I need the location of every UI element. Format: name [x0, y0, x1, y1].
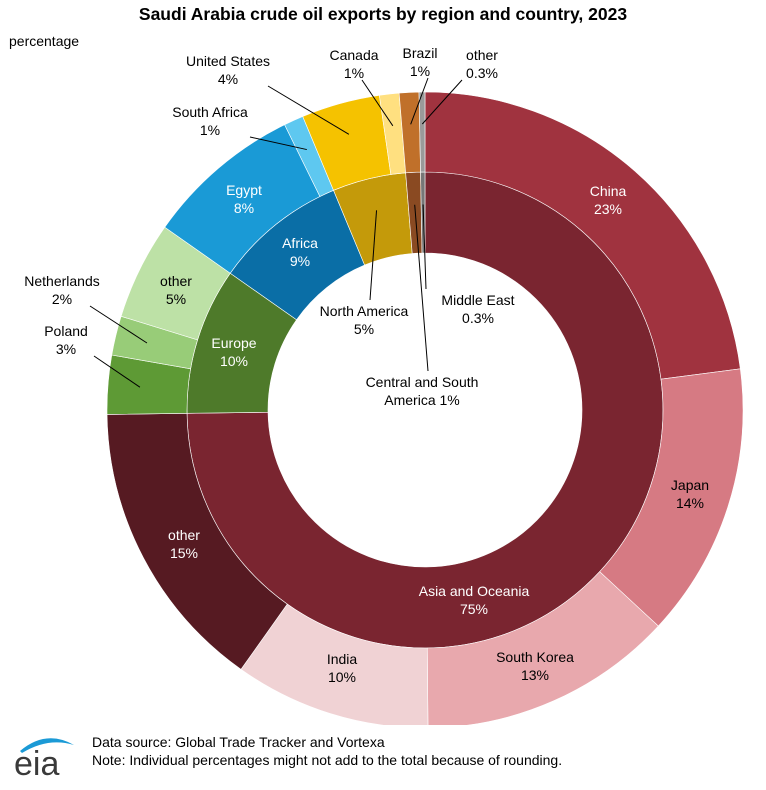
outer-label-7-other: other 5%	[160, 273, 192, 307]
chart-title: Saudi Arabia crude oil exports by region…	[138, 4, 628, 24]
outer-slice-2-south-korea	[426, 571, 659, 725]
inner-label-2-africa: Africa 9%	[282, 235, 318, 269]
leader-outer-12	[410, 77, 429, 125]
inner-label-3-north-america: North America 5%	[320, 303, 409, 337]
outer-label-13-other: other 0.3%	[466, 47, 498, 81]
footer: Data source: Global Trade Tracker and Vo…	[92, 733, 562, 769]
outer-label-4-other: other 15%	[168, 527, 200, 561]
slice-labels: China 23% Japan 14% South Korea 13% India 10% ot…	[24, 45, 709, 685]
inner-ring	[186, 171, 664, 649]
eia-logo: eia	[14, 738, 74, 779]
leader-outer-9	[249, 136, 307, 151]
leader-outer-11	[361, 79, 394, 127]
outer-label-11-canada: Canada 1%	[329, 47, 378, 81]
leader-outer-6	[89, 305, 148, 344]
outer-label-2-south-korea: South Korea 13%	[496, 649, 574, 683]
rounding-note: Note: Individual percentages might not a…	[92, 752, 563, 768]
leader-outer-10	[267, 85, 350, 135]
leader-lines	[89, 77, 463, 388]
inner-label-5-middle-east: Middle East 0.3%	[441, 292, 514, 326]
unit-label: percentage	[9, 33, 80, 49]
nested-donut-chart: China 23% Japan 14% South Korea 13% India 10% ot…	[24, 45, 744, 725]
outer-label-1-japan: Japan 14%	[671, 477, 709, 511]
inner-label-0-asia-and-oceania: Asia and Oceania 75%	[419, 583, 530, 617]
leader-inner-3	[369, 210, 378, 301]
leader-inner-4	[414, 204, 429, 372]
outer-label-12-brazil: Brazil 1%	[402, 45, 437, 79]
eia-logo-text: eia	[14, 745, 59, 779]
outer-label-8-egypt: Egypt 8%	[226, 182, 262, 216]
outer-label-10-united-states: United States 4%	[186, 53, 270, 87]
outer-label-3-india: India 10%	[327, 651, 358, 685]
outer-label-6-netherlands: Netherlands 2%	[24, 273, 100, 307]
leader-outer-13	[421, 79, 463, 125]
inner-label-4-central-and-south-america: Central and South America 1%	[366, 374, 479, 408]
inner-label-1-europe: Europe 10%	[211, 335, 256, 369]
outer-slice-0-china	[424, 91, 741, 380]
leader-outer-5	[93, 355, 141, 388]
data-source-text: Data source: Global Trade Tracker and Vo…	[92, 734, 385, 750]
outer-label-5-poland: Poland 3%	[44, 323, 88, 357]
leader-inner-5	[422, 204, 427, 290]
outer-slice-13-other	[418, 91, 426, 173]
outer-ring	[106, 91, 744, 725]
outer-label-9-south-africa: South Africa 1%	[172, 104, 248, 138]
outer-label-0-china: China 23%	[590, 183, 627, 217]
